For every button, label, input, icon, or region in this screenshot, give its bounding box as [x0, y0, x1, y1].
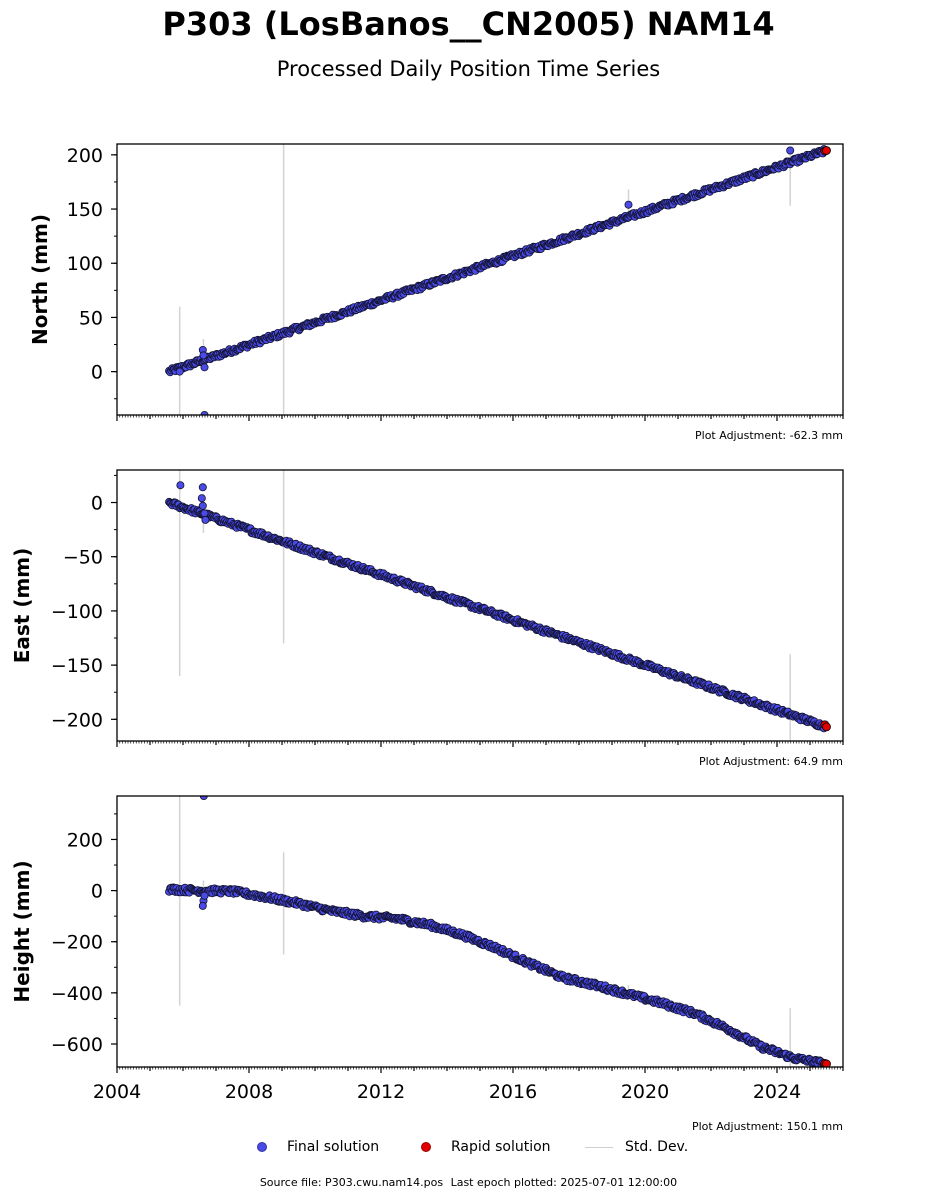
y-tick-label: 0	[91, 362, 103, 384]
y-tick-label: 0	[91, 881, 103, 903]
y-tick-label: −600	[51, 1034, 103, 1056]
rapid-solution-point	[822, 1059, 831, 1067]
footer: Source file: P303.cwu.nam14.pos Last epo…	[0, 1176, 937, 1189]
legend-std: Std. Dev.	[585, 1136, 688, 1158]
final-solution-point	[175, 367, 184, 376]
last-epoch: Last epoch plotted: 2025-07-01 12:00:00	[450, 1176, 678, 1189]
y-tick-label: 200	[67, 145, 103, 167]
plot-adjustment-label: Plot Adjustment: 150.1 mm	[692, 1120, 843, 1133]
final-solution-point	[199, 351, 208, 360]
axes-frame	[116, 795, 844, 1068]
y-axis-label: North (mm)	[28, 214, 52, 345]
final-solution-point	[176, 481, 185, 490]
y-tick-label: 0	[91, 493, 103, 515]
x-tick-label: 2012	[357, 1081, 405, 1103]
final-solution-point	[198, 501, 207, 510]
plot-area-height	[165, 796, 831, 1067]
legend: Final solution Rapid solution Std. Dev.	[0, 1136, 937, 1158]
x-tick-label: 2008	[225, 1081, 273, 1103]
y-tick-label: −200	[51, 709, 103, 731]
y-tick-label: −50	[63, 547, 103, 569]
page-subtitle: Processed Daily Position Time Series	[276, 57, 661, 81]
final-solution-point	[198, 901, 207, 910]
final-solution-point	[200, 509, 209, 518]
legend-std-label: Std. Dev.	[625, 1139, 689, 1155]
final-solution-marker-icon	[257, 1142, 267, 1152]
final-solution-point	[197, 494, 206, 503]
plot-area-north	[165, 144, 831, 415]
plot-area-east	[165, 470, 831, 741]
final-solution-point	[198, 483, 207, 492]
x-tick-label: 2016	[489, 1081, 537, 1103]
y-axis-label: East (mm)	[10, 548, 34, 664]
y-tick-label: 50	[79, 307, 103, 329]
plot-adjustment-label: Plot Adjustment: 64.9 mm	[699, 755, 843, 768]
page-title: P303 (LosBanos__CN2005) NAM14	[162, 5, 775, 43]
y-axis-label: Height (mm)	[10, 860, 34, 1002]
x-tick-label: 2020	[621, 1081, 669, 1103]
panel-north: 0 50 100 150 200 North (mm) Plot Adjustment: -…	[28, 143, 844, 442]
legend-rapid: Rapid solution	[421, 1136, 551, 1158]
y-tick-label: 200	[67, 829, 103, 851]
final-solution-point	[786, 146, 795, 155]
rapid-solution-marker-icon	[421, 1142, 431, 1152]
rapid-solution-point	[822, 146, 831, 155]
std-dev-line-icon	[585, 1146, 613, 1148]
plot-adjustment-label: Plot Adjustment: -62.3 mm	[695, 429, 843, 442]
final-solution-point	[624, 200, 633, 209]
rapid-solution-point	[822, 722, 831, 732]
y-tick-label: −400	[51, 983, 103, 1005]
final-solution-point	[200, 363, 209, 372]
y-tick-label: −200	[51, 932, 103, 954]
panel-east: −200 −150 −100 −50 0 East (mm) Plot Adjustment…	[10, 469, 844, 768]
source-file: Source file: P303.cwu.nam14.pos	[259, 1176, 444, 1189]
panel-height: −600 −400 −200 0 200 2004 2008 2012 2016 2020 2024…	[10, 795, 844, 1133]
y-tick-label: 150	[67, 199, 103, 221]
y-tick-label: −150	[51, 655, 103, 677]
x-tick-label: 2024	[753, 1081, 801, 1103]
legend-final-label: Final solution	[287, 1139, 380, 1155]
y-tick-label: −100	[51, 601, 103, 623]
final-solution-point	[200, 891, 209, 900]
legend-rapid-label: Rapid solution	[451, 1139, 551, 1155]
legend-final: Final solution	[257, 1136, 379, 1158]
final-solution-point	[201, 515, 210, 524]
y-tick-label: 100	[67, 253, 103, 275]
x-tick-label: 2004	[93, 1081, 141, 1103]
